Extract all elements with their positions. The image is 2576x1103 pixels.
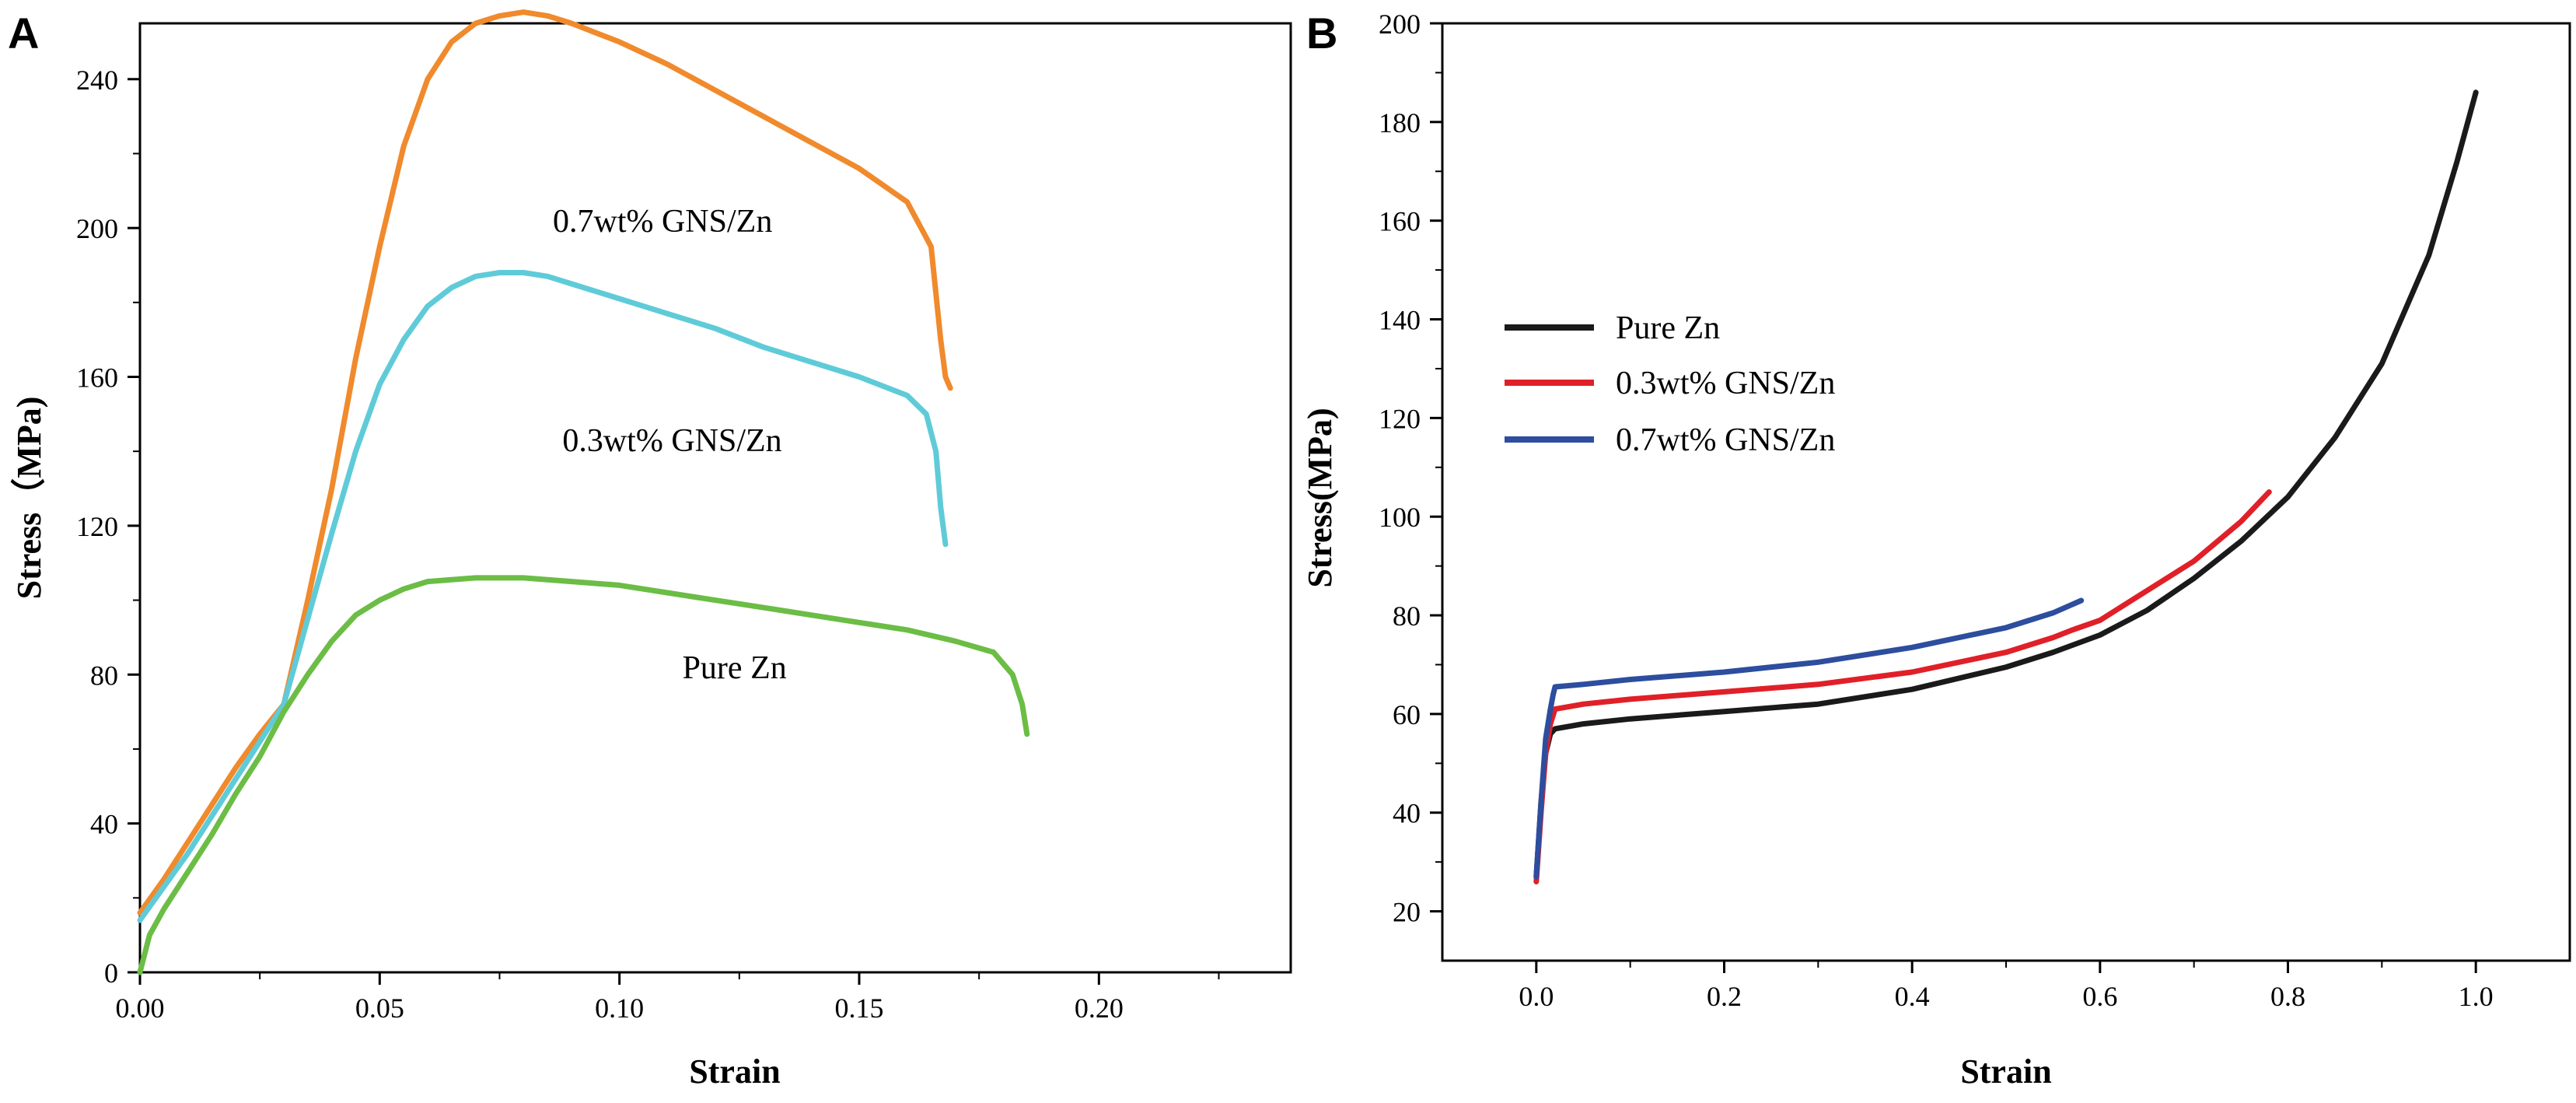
- legend-label-0-7wt-gns-zn: 0.7wt% GNS/Zn: [1616, 422, 1835, 458]
- panel-b-y-axis-title: Stress(MPa): [1301, 408, 1339, 587]
- panel-b-x-tick-label: 0.2: [1707, 981, 1742, 1012]
- panel-a-annotations: 0.7wt% GNS/Zn 0.3wt% GNS/Zn Pure Zn: [553, 204, 787, 686]
- panel-b-x-tick-label: 0.8: [2270, 981, 2305, 1012]
- panel-a-y-tick-label: 200: [76, 213, 118, 244]
- legend-label-pure-zn: Pure Zn: [1616, 310, 1720, 346]
- panel-a-plot-frame: [138, 22, 1292, 974]
- panel-b-x-tick-label: 0.6: [2082, 981, 2117, 1012]
- panel-a-y-tick-label: 80: [90, 660, 118, 691]
- panel-a-series-0-7wt-gns-zn: [137, 9, 953, 916]
- panel-a-series-0-3wt-gns-zn: [137, 270, 949, 923]
- panel-b-y-tick-label: 200: [1379, 9, 1421, 40]
- panel-b-y-tick-label: 20: [1393, 897, 1421, 928]
- panel-a-series: [137, 9, 1030, 975]
- panel-a-y-tick-label: 0: [104, 958, 118, 989]
- annotation-0-3wt-gns-zn: 0.3wt% GNS/Zn: [562, 423, 781, 459]
- panel-a-y-ticks: 0 40 80 120 160 200 240: [76, 65, 140, 989]
- panel-b-y-tick-label: 60: [1393, 699, 1421, 730]
- panel-b-legend: Pure Zn 0.3wt% GNS/Zn 0.7wt% GNS/Zn: [1505, 310, 1835, 458]
- panel-b-x-axis-title: Strain: [1960, 1052, 2051, 1091]
- panel-b-series-0-3wt-gns-zn: [1533, 489, 2272, 884]
- panel-b-x-tick-label: 1.0: [2459, 981, 2494, 1012]
- panel-b-label: B: [1306, 9, 1337, 58]
- panel-b-y-tick-label: 120: [1379, 403, 1421, 434]
- panel-a-x-tick-label: 0.00: [116, 993, 165, 1024]
- panel-a-x-tick-label: 0.20: [1075, 993, 1124, 1024]
- panel-a-y-tick-label: 240: [76, 65, 118, 96]
- panel-b-x-tick-label: 0.4: [1895, 981, 1930, 1012]
- panel-a-label: A: [8, 9, 39, 58]
- panel-b-x-ticks: 0.0 0.2 0.4 0.6 0.8 1.0: [1519, 961, 2494, 1012]
- panel-b-series: [1533, 89, 2479, 884]
- panel-b-y-ticks: 20 40 60 80 100 120 140 160 180 200: [1379, 9, 1442, 928]
- annotation-pure-zn: Pure Zn: [683, 650, 787, 686]
- panel-b-y-tick-label: 80: [1393, 601, 1421, 632]
- legend-label-0-3wt-gns-zn: 0.3wt% GNS/Zn: [1616, 366, 1835, 401]
- panel-a-y-tick-label: 160: [76, 362, 118, 394]
- panel-b: B 0.0 0.2 0.4 0.6 0.8 1.0 20 40 60 80 100 120 140 16…: [1301, 9, 2571, 1091]
- panel-b-x-tick-label: 0.0: [1519, 981, 1554, 1012]
- panel-b-y-tick-label: 160: [1379, 206, 1421, 237]
- panel-b-y-tick-label: 180: [1379, 107, 1421, 138]
- panel-b-series-0-7wt-gns-zn: [1533, 597, 2085, 880]
- panel-a-y-tick-label: 40: [90, 809, 118, 840]
- panel-b-plot-frame: [1441, 22, 2571, 962]
- panel-b-y-tick-label: 40: [1393, 798, 1421, 829]
- panel-a-x-tick-label: 0.05: [355, 993, 404, 1024]
- panel-a-series-pure-zn: [137, 575, 1030, 975]
- panel-a-y-axis-title: Stress（MPa): [10, 397, 48, 600]
- annotation-0-7wt-gns-zn: 0.7wt% GNS/Zn: [553, 204, 772, 240]
- panel-a-y-tick-label: 120: [76, 511, 118, 542]
- panel-a-x-axis-title: Strain: [689, 1052, 780, 1091]
- panel-a-x-tick-label: 0.15: [835, 993, 884, 1024]
- panel-a-x-ticks: 0.00 0.05 0.10 0.15 0.20: [116, 972, 1220, 1024]
- panel-b-series-pure-zn: [1533, 89, 2479, 880]
- panel-a-x-tick-label: 0.10: [595, 993, 644, 1024]
- panel-b-y-tick-label: 140: [1379, 305, 1421, 336]
- panel-b-y-tick-label: 100: [1379, 502, 1421, 533]
- panel-a: A 0.00 0.05 0.10 0.15 0.20 0 40 80 120 160 200 240…: [8, 9, 1292, 1091]
